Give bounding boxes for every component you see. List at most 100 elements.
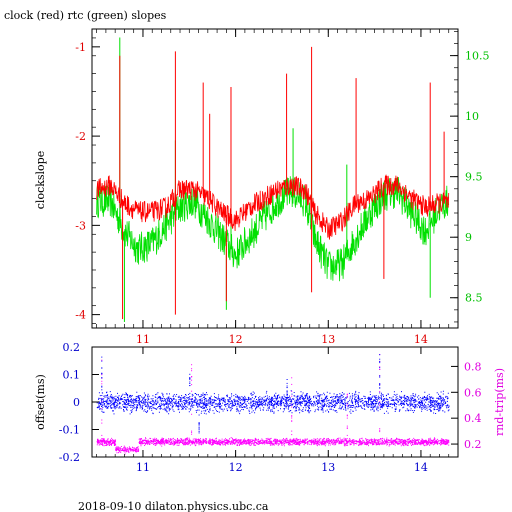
rnd-trip-outlier xyxy=(191,370,193,372)
offset-panel: 11 12 13 14 0.2 0.1 0 -0.1 -0.2 0.8 0.6 0.4 0.2 offs… xyxy=(34,341,506,474)
offset-y-tick-label: 0.1 xyxy=(63,369,81,382)
offset-outlier xyxy=(286,385,288,387)
rnd-trip-outlier xyxy=(101,374,103,376)
rnd-trip-outlier xyxy=(379,428,381,430)
offset-y-tick-label: 0.2 xyxy=(63,341,81,354)
offset-outlier xyxy=(101,360,103,362)
rndtrip-y-tick-label: 0.4 xyxy=(464,412,482,425)
rnd-trip-outlier xyxy=(101,434,103,436)
offset-outlier xyxy=(379,375,381,377)
slope-panel: 11 12 13 14 -1 -2 -3 -4 10.5 10 9.5 9 8.5 clockslope xyxy=(34,28,490,346)
offset-x-tick-label: 11 xyxy=(136,461,150,474)
offset-outlier xyxy=(198,426,200,428)
rtc-y-tick-label: 10.5 xyxy=(465,50,490,63)
clockslope-y-tick-label: -3 xyxy=(75,219,86,232)
offset-y-tick-label: 0 xyxy=(73,396,80,409)
rnd-trip-outlier xyxy=(191,430,193,432)
offset-outlier xyxy=(198,414,200,416)
rndtrip-y-tick-label: 0.8 xyxy=(464,360,482,373)
clockslope-y-tick-label: -4 xyxy=(75,309,86,322)
rnd-trip-outlier xyxy=(379,391,381,392)
offset-outlier xyxy=(198,427,200,429)
offset-outlier xyxy=(286,394,288,396)
rtc-y-tick-label: 8.5 xyxy=(465,292,483,305)
rnd-trip-outlier xyxy=(346,434,348,436)
offset-x-tick-label: 13 xyxy=(321,461,335,474)
rnd-trip-outlier xyxy=(346,395,348,397)
rnd-trip-outlier xyxy=(291,420,293,422)
slope-x-tick-label: 13 xyxy=(321,333,335,346)
rnd-trip-outlier xyxy=(291,415,293,417)
offset-outlier xyxy=(198,429,200,431)
rnd-trip-outlier xyxy=(191,433,193,435)
offset-outlier xyxy=(198,430,200,432)
rndtrip-y-tick-label: 0.2 xyxy=(464,438,482,451)
offset-outlier xyxy=(189,401,191,403)
rnd-trip-outlier xyxy=(191,390,193,392)
offset-outlier xyxy=(101,386,103,388)
rnd-trip-outlier xyxy=(191,376,193,378)
offset-outlier xyxy=(189,379,191,381)
offset-outlier xyxy=(379,383,381,385)
offset-outlier xyxy=(379,376,381,378)
rnd-trip-outlier xyxy=(291,403,293,405)
rtc-y-tick-label: 9.5 xyxy=(465,171,483,184)
rnd-trip-outlier xyxy=(101,422,103,424)
offset-outlier xyxy=(198,404,200,405)
footer-host-date: 2018-09-10 dilaton.physics.ubc.ca xyxy=(78,500,269,512)
offset-outlier xyxy=(379,383,381,385)
offset-y-tick-label: -0.2 xyxy=(59,451,80,464)
offset-outlier xyxy=(101,356,103,358)
rnd-trip-outlier xyxy=(346,394,348,395)
offset-outlier xyxy=(189,383,191,384)
rnd-trip-outlier xyxy=(346,427,348,429)
offset-outlier xyxy=(379,384,381,386)
rnd-trip-outlier xyxy=(346,425,348,427)
rnd-trip-outlier xyxy=(379,366,381,368)
rnd-trip-outlier xyxy=(191,431,193,433)
offset-outlier xyxy=(286,379,288,380)
clock-series-line xyxy=(96,46,450,320)
rndtrip-y-tick-label: 0.6 xyxy=(464,386,482,399)
offset-outlier xyxy=(286,387,288,389)
rnd-trip-outlier xyxy=(379,401,381,403)
slope-x-tick-label: 11 xyxy=(136,333,150,346)
offset-outlier xyxy=(198,424,200,426)
rnd-trip-outlier xyxy=(291,430,293,432)
rnd-trip-outlier xyxy=(291,434,293,436)
rnd-trip-outlier xyxy=(101,440,103,442)
offset-y-tick-label: -0.1 xyxy=(59,424,80,437)
offset-series-points xyxy=(96,354,450,434)
rnd-trip-outlier xyxy=(346,417,348,419)
slope-axis-ticks: 11 12 13 14 -1 -2 -3 -4 10.5 10 9.5 9 8.5 xyxy=(75,29,490,346)
offset-outlier xyxy=(101,377,103,379)
slope-x-tick-label: 12 xyxy=(229,333,243,346)
offset-outlier xyxy=(101,385,103,387)
clock-trace xyxy=(96,174,450,240)
rnd-trip-outlier xyxy=(379,404,381,406)
offset-x-tick-label: 14 xyxy=(414,461,428,474)
rnd-trip-outlier xyxy=(379,369,381,370)
rnd-trip-outlier xyxy=(291,441,293,443)
clockslope-y-tick-label: -1 xyxy=(75,41,86,54)
rnd-trip-outlier xyxy=(291,377,293,379)
rnd-trip-outlier xyxy=(101,438,103,440)
rnd-trip-outlier xyxy=(291,390,293,392)
rnd-trip-outlier xyxy=(191,368,193,370)
rtc-y-tick-label: 9 xyxy=(465,231,472,244)
offset-outlier xyxy=(379,362,381,364)
offset-outlier xyxy=(189,385,191,387)
offset-outlier xyxy=(189,392,191,394)
offset-outlier xyxy=(379,367,381,369)
rnd-trip-outlier xyxy=(346,414,348,416)
rndtrip-axis-label: rnd-trip(ms) xyxy=(493,368,506,436)
rnd-trip-outlier xyxy=(191,384,193,386)
rnd-trip-outlier xyxy=(346,415,348,417)
rnd-trip-outlier xyxy=(191,413,193,415)
rnd-trip-outlier xyxy=(191,379,193,381)
rnd-trip-outlier xyxy=(379,431,381,433)
rtc-y-tick-label: 10 xyxy=(465,110,479,123)
rnd-trip-outlier xyxy=(291,406,293,408)
rnd-trip-outlier xyxy=(291,383,293,385)
